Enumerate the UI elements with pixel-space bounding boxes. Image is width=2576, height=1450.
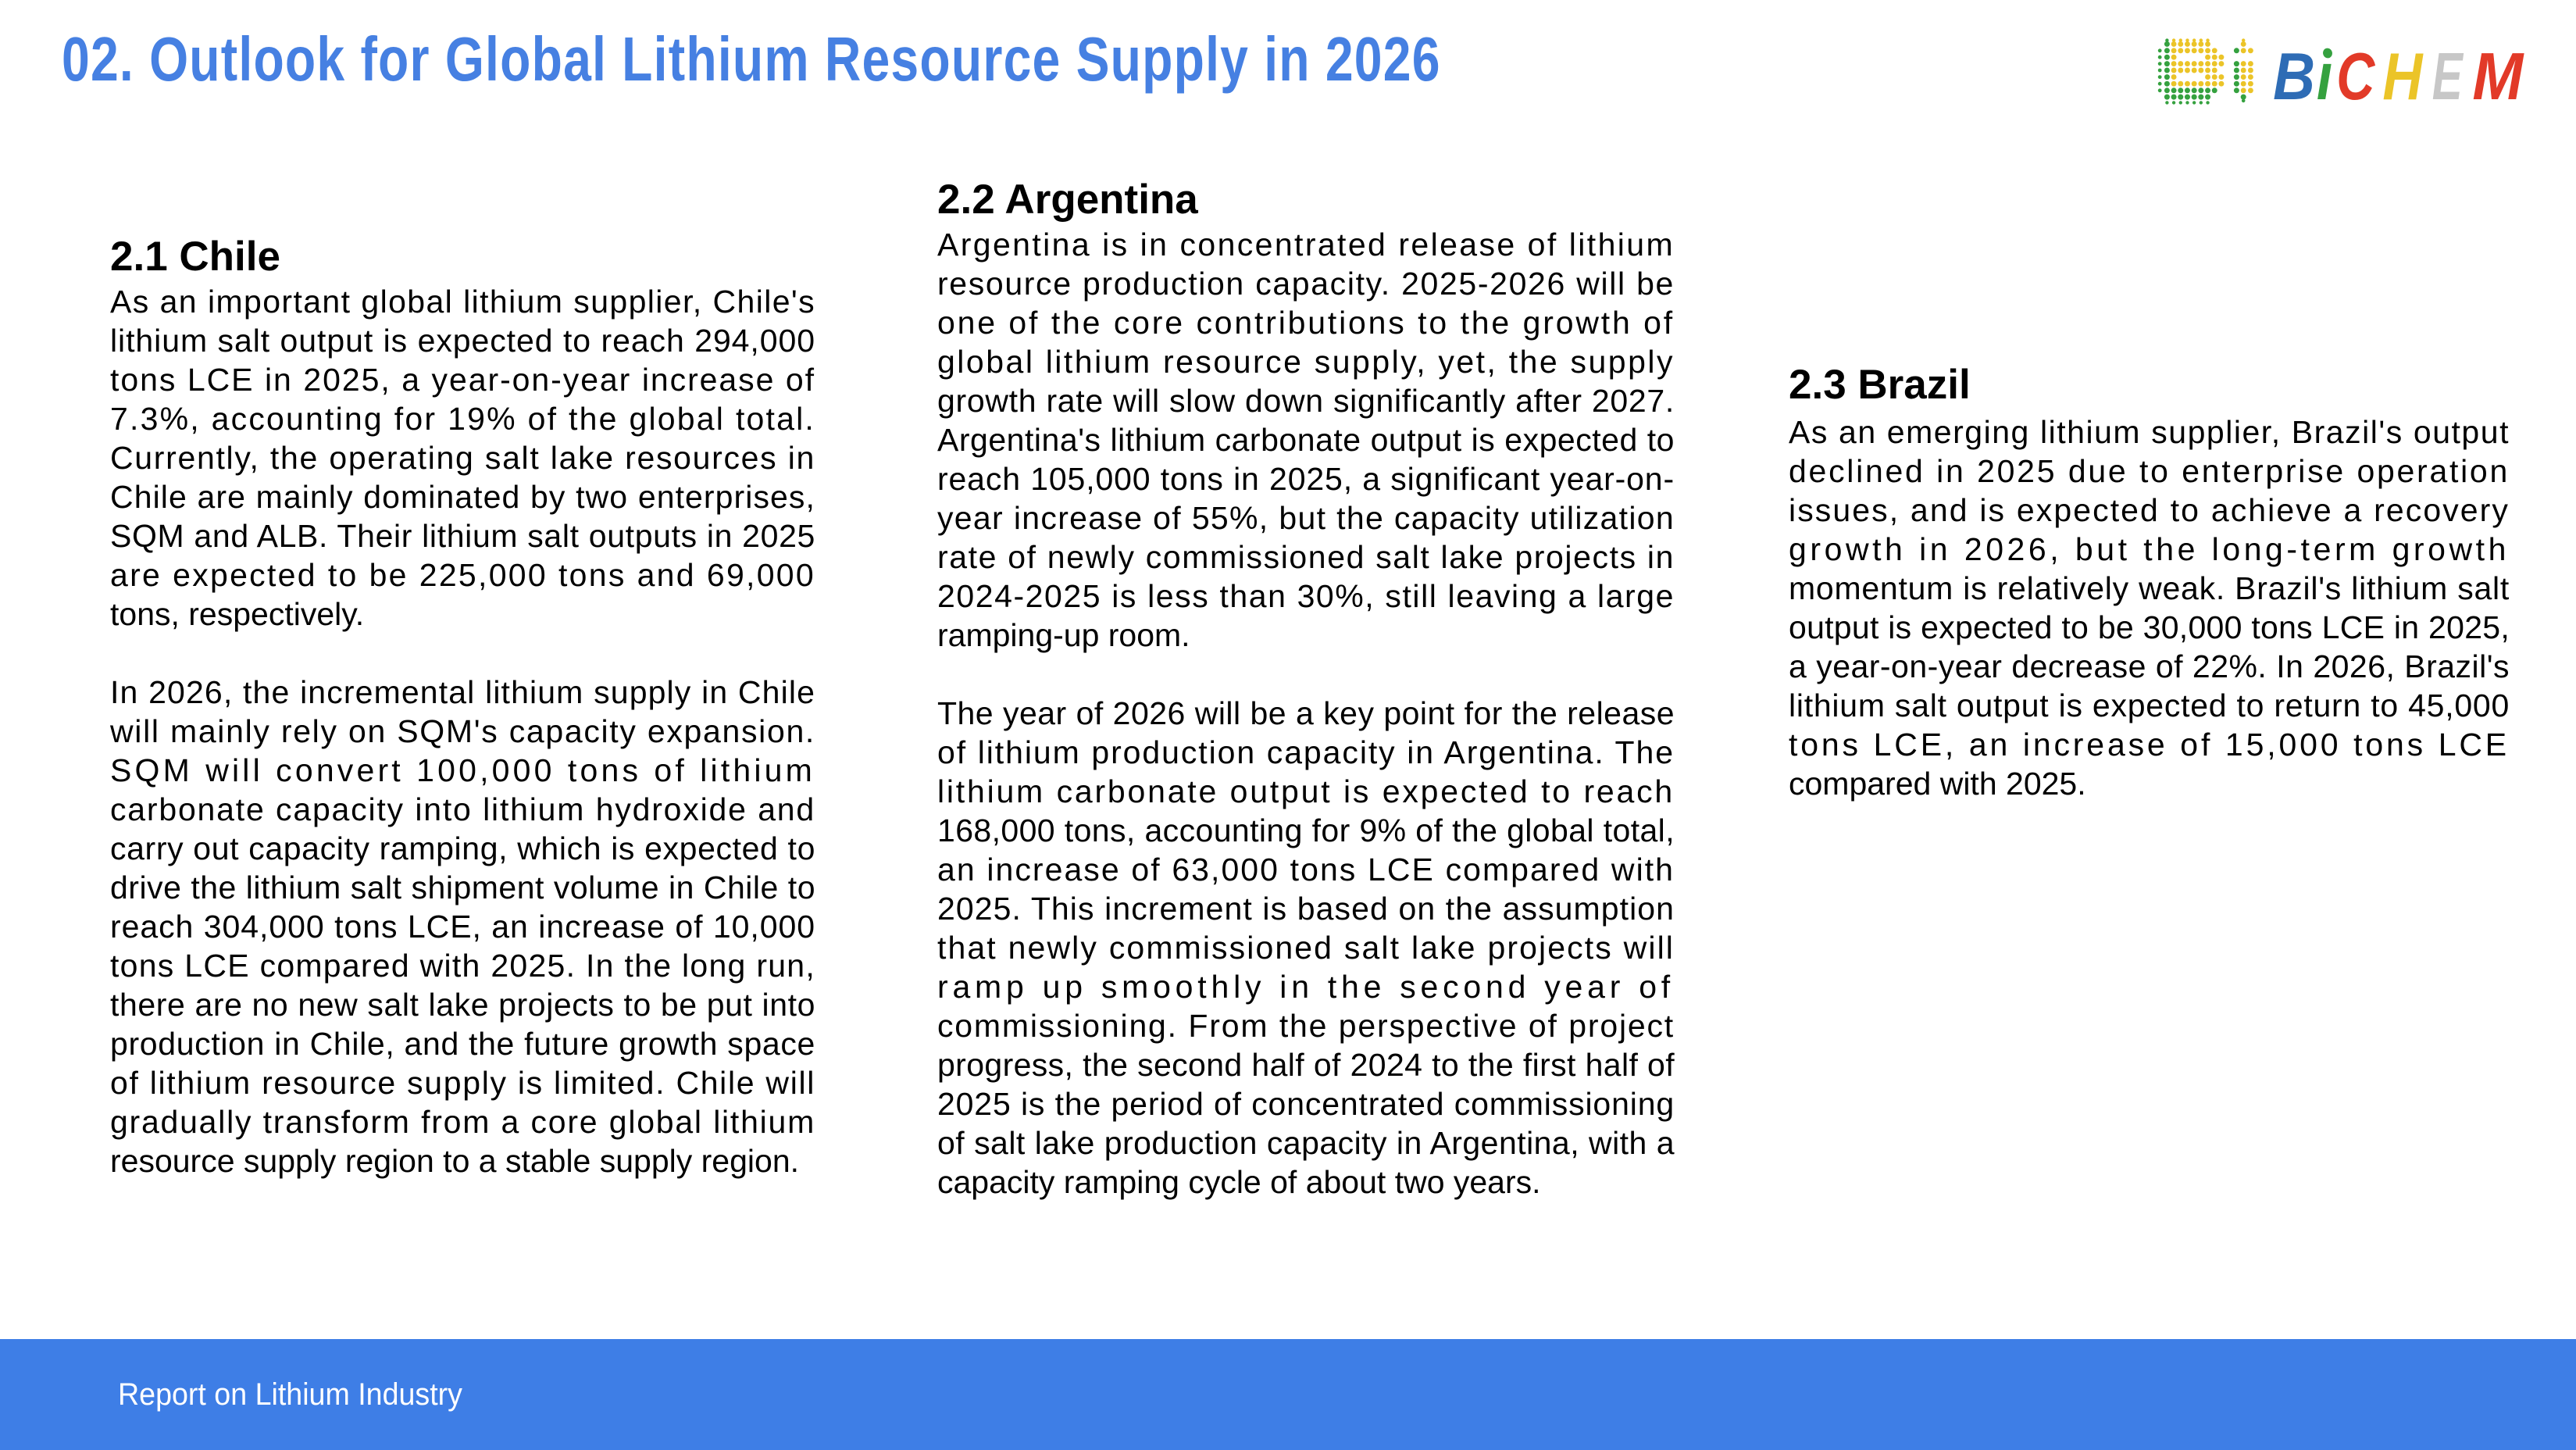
svg-text:H: H [2382,39,2423,112]
svg-text:C: C [2336,40,2375,112]
svg-text:B: B [2273,39,2315,112]
svg-text:E: E [2432,40,2464,112]
svg-text:M: M [2472,40,2524,112]
svg-text:ı: ı [2317,39,2332,112]
